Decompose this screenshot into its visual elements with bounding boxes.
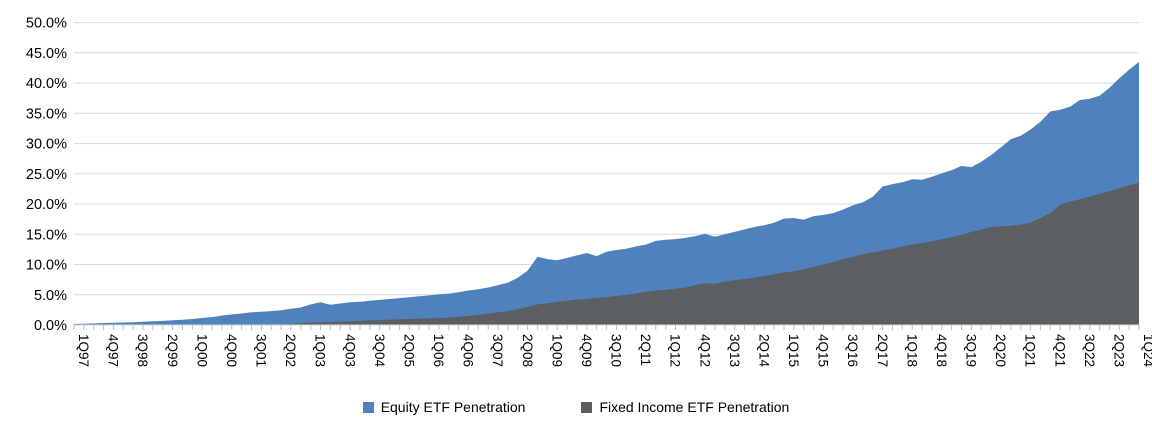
x-axis-label: 2Q05 [401,334,416,367]
x-axis-label: 1Q18 [904,334,919,367]
fixed-income-legend-swatch [581,401,593,413]
etf-penetration-plot: 0.0% 5.0% 10.0% 15.0% 20.0% 25.0% 30.0% 35.0% 40… [26,16,1152,368]
x-axis-label: 4Q00 [224,334,239,367]
x-axis-label: 2Q17 [875,334,890,367]
x-axis-label: 3Q19 [964,334,979,367]
x-axis-label: 4Q21 [1052,334,1067,367]
x-axis-label: 3Q04 [372,334,387,368]
x-axis-label: 4Q18 [934,334,949,367]
x-axis-label: 4Q12 [697,334,712,367]
legend-item-equity: Equity ETF Penetration [362,399,526,415]
x-axis-label: 2Q08 [520,334,535,367]
y-axis-label: 50.0% [26,16,67,32]
x-axis-label: 3Q01 [254,334,269,367]
x-axis-label: 1Q97 [76,334,91,367]
equity-legend-label: Equity ETF Penetration [380,399,526,415]
x-axis-label: 1Q06 [431,334,446,367]
x-axis-label: 2Q11 [638,334,653,366]
x-axis-label: 3Q16 [845,334,860,367]
x-axis-label: 4Q97 [106,334,121,367]
x-axis-label: 4Q06 [461,334,476,367]
x-axis-label: 3Q10 [609,334,624,367]
x-axis-label: 3Q13 [727,334,742,367]
x-axis-label: 2Q14 [756,334,771,368]
x-axis-label: 4Q15 [816,334,831,367]
fixed-income-area [74,182,1139,325]
x-axis-label: 2Q20 [993,334,1008,367]
x-axis-label: 2Q99 [165,334,180,367]
x-axis-label: 1Q24 [1141,334,1152,368]
y-axis-label: 40.0% [26,76,67,92]
equity-legend-swatch [362,401,374,413]
x-axis-label: 3Q98 [135,334,150,367]
x-axis-label: 2Q02 [283,334,298,367]
y-axis-label: 45.0% [26,46,67,62]
x-axis-label: 1Q12 [668,334,683,367]
x-axis-label: 2Q23 [1111,334,1126,367]
y-axis-label: 25.0% [26,167,67,183]
x-axis-label: 3Q22 [1082,334,1097,367]
fixed-income-legend-label: Fixed Income ETF Penetration [599,399,790,415]
chart-legend: Equity ETF Penetration Fixed Income ETF … [0,399,1152,415]
y-axis-label: 35.0% [26,106,67,122]
legend-item-fixed-income: Fixed Income ETF Penetration [581,399,789,415]
x-axis-label: 3Q07 [490,334,505,367]
x-axis-label: 1Q09 [549,334,564,367]
x-axis-label: 1Q03 [313,334,328,367]
x-axis-label: 1Q21 [1023,334,1038,367]
y-axis-label: 20.0% [26,197,67,213]
y-axis-label: 10.0% [26,258,67,274]
y-axis-label: 30.0% [26,137,67,153]
y-axis-label: 0.0% [34,318,67,334]
x-axis-label: 1Q00 [194,334,209,367]
x-axis-label: 4Q03 [342,334,357,367]
x-axis-label: 1Q15 [786,334,801,367]
x-axis-label: 4Q09 [579,334,594,367]
y-axis-label: 15.0% [26,227,67,243]
y-axis-label: 5.0% [34,288,67,304]
